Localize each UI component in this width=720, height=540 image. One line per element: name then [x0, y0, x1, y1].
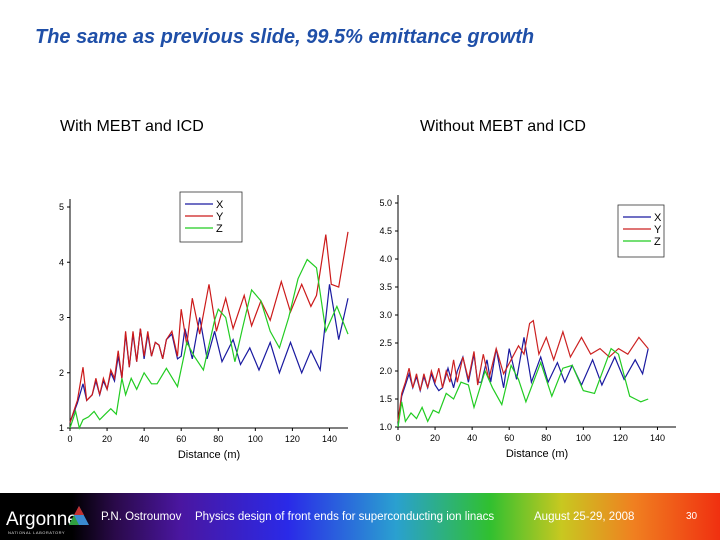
left-chart: 0 20 40 60 80 100 120 140 1 2 3 4 5 Distance (m) XYZ: [59, 191, 349, 461]
footer-bar: Argonne NATIONAL LABORATORY P.N. Ostroum…: [0, 493, 720, 540]
x-tick-label: 20: [430, 433, 440, 443]
y-tick-label: 3: [59, 313, 64, 323]
y-tick-label: 1.5: [379, 394, 392, 404]
y-tick-label: 2: [59, 368, 64, 378]
x-tick-label: 120: [285, 434, 300, 444]
legend-label: Z: [654, 236, 661, 248]
y-tick-label: 2.0: [379, 366, 392, 376]
x-tick-label: 0: [395, 433, 400, 443]
slide-title: The same as previous slide, 99.5% emitta…: [35, 26, 535, 48]
x-tick-label: 80: [541, 433, 551, 443]
x-axis-label: Distance (m): [178, 449, 240, 461]
x-tick-label: 60: [504, 433, 514, 443]
x-tick-label: 40: [467, 433, 477, 443]
series-line-y: [69, 231, 349, 423]
x-tick-label: 100: [576, 433, 591, 443]
y-tick-label: 3.0: [379, 310, 392, 320]
y-tick-label: 4.0: [379, 254, 392, 264]
series-line-z: [397, 347, 649, 428]
legend-box: [617, 204, 665, 258]
x-axis-label: Distance (m): [506, 448, 568, 460]
x-tick-label: 140: [650, 433, 665, 443]
footer-talk-title: Physics design of front ends for superco…: [195, 511, 495, 523]
y-tick-label: 5.0: [379, 198, 392, 208]
x-tick-label: 60: [176, 434, 186, 444]
x-tick-label: 0: [67, 434, 72, 444]
y-tick-label: 1: [59, 423, 64, 433]
logo-subtitle: NATIONAL LABORATORY: [8, 530, 66, 535]
footer-date: August 25-29, 2008: [534, 511, 635, 523]
y-tick-label: 2.5: [379, 338, 392, 348]
x-tick-label: 80: [213, 434, 223, 444]
x-tick-label: 20: [102, 434, 112, 444]
x-tick-label: 100: [248, 434, 263, 444]
y-tick-label: 1.0: [379, 422, 392, 432]
legend-label: Y: [216, 211, 224, 223]
argonne-logo: Argonne: [6, 509, 78, 530]
y-tick-label: 4: [59, 257, 64, 267]
y-tick-label: 4.5: [379, 226, 392, 236]
series-line-y: [397, 319, 649, 422]
legend-label: Y: [654, 224, 662, 236]
left-chart-label: With MEBT and ICD: [60, 118, 204, 135]
y-tick-label: 3.5: [379, 282, 392, 292]
x-tick-label: 40: [139, 434, 149, 444]
legend-box: [179, 191, 243, 243]
page-number: 30: [686, 511, 698, 522]
x-tick-label: 140: [322, 434, 337, 444]
y-tick-label: 5: [59, 202, 64, 212]
series-line-z: [69, 258, 349, 430]
legend-label: X: [654, 212, 662, 224]
legend-label: Z: [216, 223, 223, 235]
right-chart: 0 20 40 60 80 100 120 140 1.0 1.5 2.0 2.5 3.0 3.5 4.0 4…: [379, 195, 676, 460]
series-line-x: [69, 284, 349, 423]
right-chart-label: Without MEBT and ICD: [420, 118, 586, 135]
footer-author: P.N. Ostroumov: [101, 511, 182, 523]
x-tick-label: 120: [613, 433, 628, 443]
legend-label: X: [216, 199, 224, 211]
argonne-triangle-icon: [69, 506, 89, 525]
